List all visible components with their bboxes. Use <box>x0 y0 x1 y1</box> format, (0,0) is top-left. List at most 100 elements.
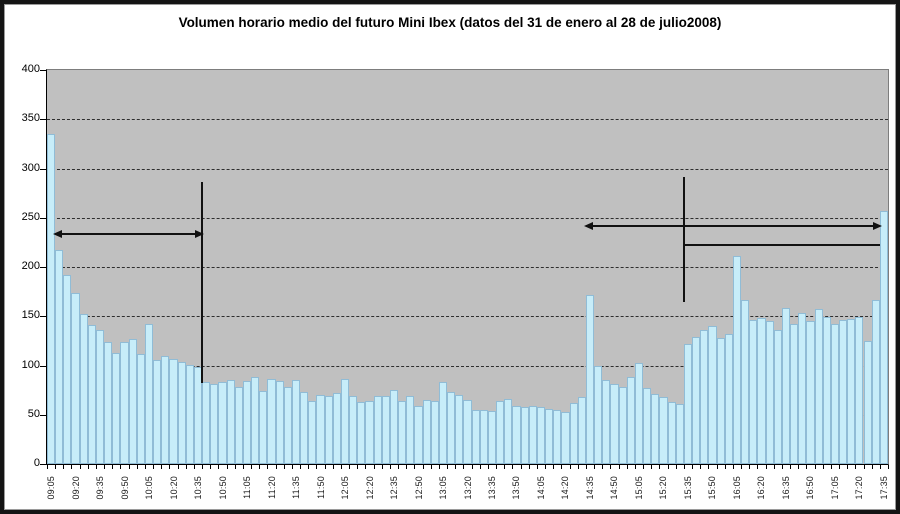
x-tick <box>71 465 73 469</box>
bar <box>169 359 178 464</box>
bar <box>193 367 203 464</box>
bar <box>251 377 260 464</box>
x-tick <box>545 465 547 469</box>
x-tick <box>95 465 97 469</box>
x-tick <box>120 465 122 469</box>
bar <box>634 363 644 464</box>
bar <box>234 387 243 464</box>
x-tick-label-text: 11:35 <box>291 476 302 499</box>
x-tick <box>618 465 620 469</box>
x-tick-label-text: 10:50 <box>217 476 228 500</box>
x-tick <box>512 465 514 469</box>
bar <box>626 377 635 464</box>
bar <box>226 380 235 464</box>
x-tick-label-text: 11:20 <box>266 476 277 499</box>
x-tick <box>520 465 522 469</box>
bar <box>814 309 823 464</box>
x-tick <box>879 465 881 469</box>
bar <box>340 379 350 464</box>
x-tick-label-text: 15:50 <box>707 476 718 500</box>
bar <box>749 320 758 464</box>
y-tick <box>40 316 46 318</box>
bar <box>349 396 358 464</box>
bar <box>389 390 399 464</box>
x-tick <box>757 465 759 469</box>
x-tick <box>87 465 89 469</box>
x-tick <box>839 465 840 469</box>
x-tick <box>422 465 424 469</box>
x-tick <box>463 465 465 469</box>
bar <box>545 409 554 464</box>
x-tick <box>724 465 726 469</box>
x-tick-label-text: 09:35 <box>95 476 106 500</box>
bar <box>496 401 505 464</box>
y-tick-label: 400 <box>21 63 40 75</box>
x-tick <box>585 465 587 469</box>
bar <box>675 404 684 464</box>
bar <box>300 392 309 464</box>
x-tick <box>104 465 106 469</box>
x-tick <box>398 465 400 469</box>
x-tick <box>675 465 677 469</box>
y-tick <box>40 119 46 121</box>
x-tick <box>242 465 244 469</box>
arrowhead-right-icon <box>872 221 882 230</box>
bar <box>365 401 374 464</box>
x-tick <box>659 465 661 469</box>
bar <box>504 399 513 464</box>
x-tick-label-text: 13:50 <box>511 476 522 500</box>
gridline <box>47 365 888 367</box>
gridline <box>47 267 888 268</box>
x-tick <box>144 465 146 469</box>
bar <box>267 379 276 464</box>
x-tick <box>716 465 718 469</box>
y-tick-label: 300 <box>21 161 40 174</box>
gridline <box>47 119 888 121</box>
bar <box>479 410 488 464</box>
bar <box>863 341 872 464</box>
bar <box>790 324 799 464</box>
x-tick <box>536 465 538 469</box>
x-tick <box>626 465 628 469</box>
x-tick <box>438 465 440 469</box>
x-tick <box>602 465 604 469</box>
bar <box>773 330 782 464</box>
annotation-horizontal-line <box>683 244 880 247</box>
x-tick-label-text: 13:20 <box>462 476 473 500</box>
x-tick <box>561 465 563 469</box>
y-tick <box>40 365 46 367</box>
bar <box>79 314 88 464</box>
x-tick <box>79 465 81 469</box>
y-tick-label: 100 <box>21 358 40 371</box>
y-tick-label: 250 <box>21 210 40 223</box>
x-tick <box>308 465 310 469</box>
x-tick-label-text: 12:20 <box>364 476 375 500</box>
y-tick <box>40 70 46 71</box>
x-tick <box>332 465 334 469</box>
x-tick <box>153 465 155 469</box>
bar <box>659 397 668 464</box>
bar <box>692 337 701 464</box>
x-tick-label-text: 12:05 <box>340 476 351 500</box>
x-tick <box>447 465 449 469</box>
x-tick <box>741 465 743 469</box>
bar <box>765 321 774 464</box>
bar <box>700 330 709 464</box>
x-tick-label-text: 11:50 <box>315 476 326 499</box>
x-tick <box>316 465 318 469</box>
x-tick <box>300 465 302 469</box>
x-tick <box>218 465 220 469</box>
bar <box>561 412 570 464</box>
bar <box>63 275 72 464</box>
x-tick <box>814 465 816 469</box>
x-tick <box>210 465 212 469</box>
bar <box>822 317 831 464</box>
y-tick-label: 0 <box>33 457 40 469</box>
x-tick-label-text: 17:05 <box>829 476 840 500</box>
y-tick <box>40 168 46 170</box>
bar <box>414 406 423 464</box>
x-tick-label-text: 14:20 <box>560 476 571 500</box>
bar <box>447 392 456 464</box>
bar <box>136 354 145 464</box>
bar <box>798 313 807 464</box>
